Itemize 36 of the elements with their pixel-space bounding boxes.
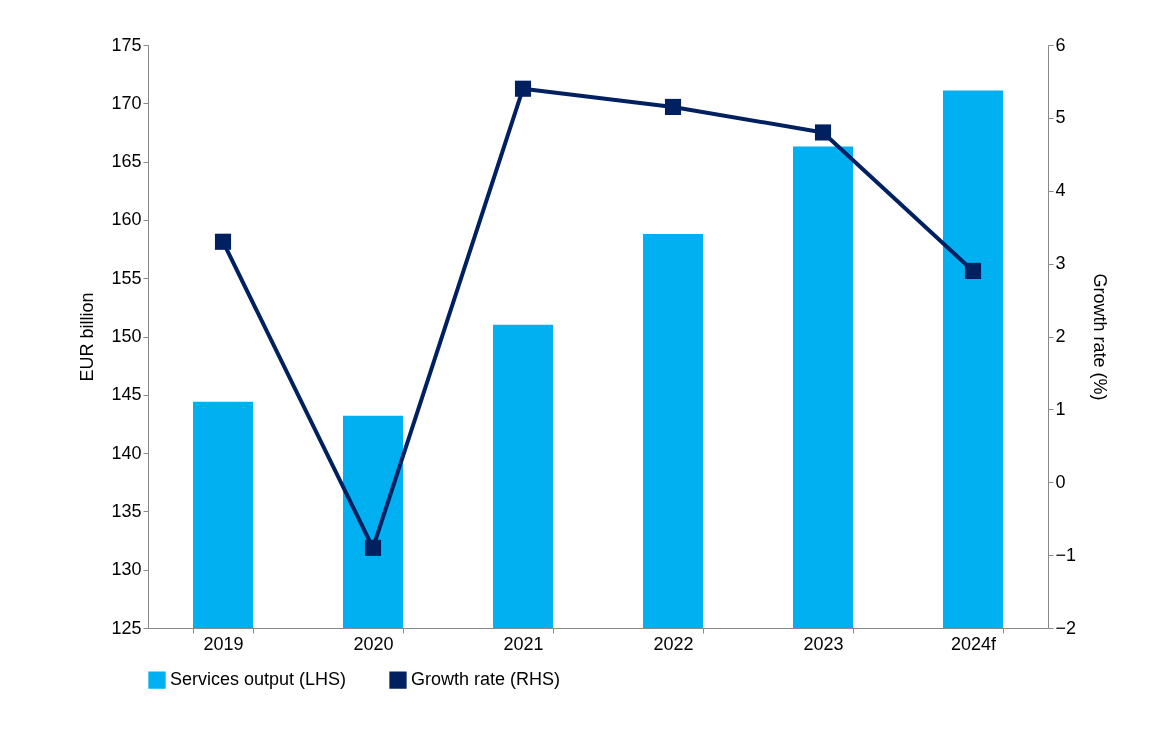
y2-tick-label: 0 (1055, 471, 1066, 492)
y2-tick-label: 1 (1055, 398, 1066, 419)
y-tick-label: 130 (111, 559, 142, 580)
x-tick-label: 2022 (653, 633, 694, 654)
y-tick-label: 150 (111, 326, 142, 346)
y2-tick-label: 4 (1055, 180, 1066, 201)
legend-label: Growth rate (RHS) (411, 669, 561, 690)
y2-tick-label: −2 (1055, 617, 1077, 638)
y-tick-label: 165 (111, 151, 142, 172)
point (214, 233, 232, 250)
point (514, 80, 532, 97)
y-tick-label: 155 (111, 267, 142, 288)
y2-tick-label: 3 (1055, 253, 1066, 274)
y-tick-label: 170 (111, 92, 142, 113)
y-tick-label: 160 (111, 209, 142, 230)
x-tick-label: 2023 (803, 633, 844, 654)
y-tick-label: 145 (111, 384, 142, 405)
y2-tick-label: 5 (1055, 107, 1066, 128)
y-tick-label: 125 (111, 617, 142, 638)
y2-axis-title: Growth rate (%) (1090, 273, 1111, 401)
point (664, 98, 682, 116)
y-tick-label: 175 (111, 34, 142, 55)
y-tick-label: 140 (111, 442, 142, 463)
y2-tick-label: 6 (1055, 34, 1066, 55)
point (814, 124, 832, 141)
point (364, 539, 382, 556)
legend-label: Services output (LHS) (170, 669, 347, 690)
x-tick-label: 2019 (203, 633, 244, 654)
y2-tick-label: −1 (1055, 544, 1077, 565)
point (964, 262, 982, 279)
y-tick-label: 135 (111, 500, 142, 521)
x-tick-label: 2024f (950, 633, 998, 654)
y2-tick-label: 2 (1055, 326, 1066, 346)
x-tick-label: 2021 (503, 633, 544, 654)
y-axis-title: EUR billion (77, 292, 98, 382)
x-tick-label: 2020 (353, 633, 394, 654)
